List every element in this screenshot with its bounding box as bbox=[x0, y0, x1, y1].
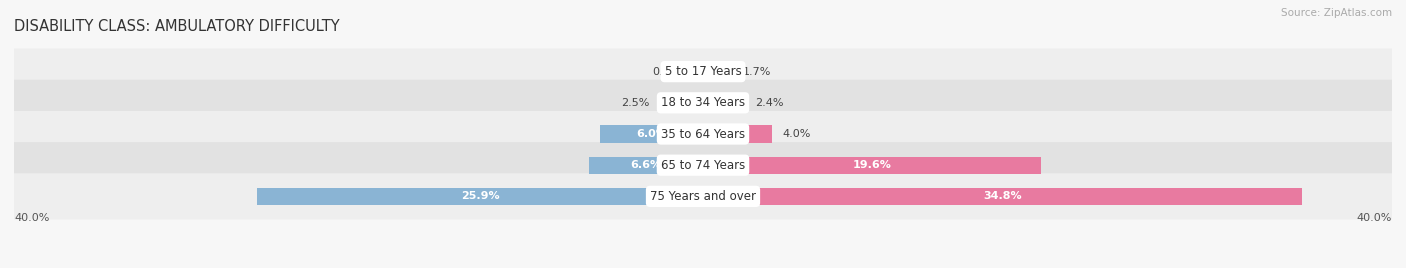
Text: 65 to 74 Years: 65 to 74 Years bbox=[661, 159, 745, 172]
Text: 0.29%: 0.29% bbox=[652, 67, 688, 77]
Text: 25.9%: 25.9% bbox=[461, 191, 499, 201]
Bar bbox=[703, 63, 733, 80]
Text: 34.8%: 34.8% bbox=[983, 191, 1022, 201]
Text: Source: ZipAtlas.com: Source: ZipAtlas.com bbox=[1281, 8, 1392, 18]
Text: 40.0%: 40.0% bbox=[14, 213, 49, 223]
Bar bbox=[703, 125, 772, 143]
Bar bbox=[697, 63, 703, 80]
Text: 75 Years and over: 75 Years and over bbox=[650, 190, 756, 203]
Text: 2.5%: 2.5% bbox=[621, 98, 650, 108]
Text: 1.7%: 1.7% bbox=[742, 67, 770, 77]
Text: 6.6%: 6.6% bbox=[631, 160, 662, 170]
FancyBboxPatch shape bbox=[8, 80, 1398, 126]
Bar bbox=[599, 125, 703, 143]
Text: 2.4%: 2.4% bbox=[755, 98, 783, 108]
FancyBboxPatch shape bbox=[8, 142, 1398, 188]
FancyBboxPatch shape bbox=[8, 49, 1398, 95]
Text: 40.0%: 40.0% bbox=[1357, 213, 1392, 223]
FancyBboxPatch shape bbox=[8, 173, 1398, 219]
Text: 4.0%: 4.0% bbox=[782, 129, 811, 139]
Text: DISABILITY CLASS: AMBULATORY DIFFICULTY: DISABILITY CLASS: AMBULATORY DIFFICULTY bbox=[14, 19, 340, 34]
FancyBboxPatch shape bbox=[8, 111, 1398, 157]
Text: 6.0%: 6.0% bbox=[636, 129, 666, 139]
Text: 18 to 34 Years: 18 to 34 Years bbox=[661, 96, 745, 109]
Bar bbox=[589, 157, 703, 174]
Bar bbox=[703, 157, 1040, 174]
Text: 35 to 64 Years: 35 to 64 Years bbox=[661, 128, 745, 140]
Bar bbox=[703, 188, 1302, 205]
Bar bbox=[659, 94, 703, 111]
Text: 19.6%: 19.6% bbox=[852, 160, 891, 170]
Text: 5 to 17 Years: 5 to 17 Years bbox=[665, 65, 741, 78]
Bar bbox=[257, 188, 703, 205]
Bar bbox=[703, 94, 744, 111]
